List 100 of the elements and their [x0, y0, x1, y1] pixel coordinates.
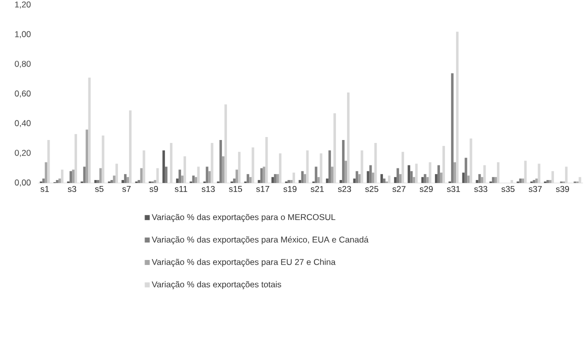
bar [94, 180, 97, 183]
bar [246, 174, 250, 183]
bar [442, 146, 445, 183]
bar [99, 168, 102, 183]
bar [347, 92, 350, 183]
x-tick-label: s33 [474, 186, 488, 192]
legend-label: Variação % das exportações para EU 27 e China [152, 258, 336, 267]
bar [388, 176, 390, 183]
bar [194, 177, 198, 183]
bar [470, 138, 472, 183]
bar [437, 165, 440, 183]
bar [110, 180, 113, 183]
bar [42, 178, 45, 183]
bar [112, 176, 116, 183]
bar [353, 178, 356, 183]
legend-label: Variação % das exportações para o MERCOSUL [152, 214, 336, 222]
legend-label: Variação % das exportações para México, EUA e Canadá [152, 236, 369, 244]
bar [178, 170, 182, 183]
bar [494, 177, 497, 183]
bar [314, 166, 318, 183]
x-tick-label: s25 [365, 186, 378, 192]
bar [317, 177, 320, 183]
bar [374, 142, 377, 183]
bar [252, 147, 254, 183]
x-tick-label: s21 [310, 186, 324, 192]
bar [238, 152, 241, 183]
x-tick-label: s27 [392, 186, 406, 192]
bar [402, 152, 404, 183]
x-tick-label: s7 [122, 186, 131, 192]
bar [565, 166, 568, 183]
bar [44, 162, 48, 183]
bar [410, 171, 413, 183]
bar [60, 170, 64, 183]
bar [366, 171, 370, 183]
bar [456, 32, 459, 183]
bar [492, 177, 494, 183]
bar [154, 180, 156, 183]
x-tick-label: s19 [283, 186, 296, 192]
bar [276, 174, 279, 183]
x-tick-label: s15 [228, 186, 242, 192]
bar [249, 177, 252, 183]
y-tick-label: 0,00 [14, 180, 31, 186]
legend-label: Variação % das exportações totais [152, 281, 282, 290]
bar [519, 178, 522, 183]
x-tick-label: s31 [446, 186, 460, 192]
bar [176, 178, 179, 183]
bar [428, 162, 432, 183]
bar [320, 153, 322, 183]
bar [369, 165, 372, 183]
bar [170, 142, 172, 183]
bar [70, 171, 72, 183]
bar [58, 178, 61, 183]
y-tick-label: 0,60 [14, 90, 31, 98]
bar [358, 174, 361, 183]
y-tick-label: 1,00 [15, 31, 31, 38]
bar [122, 180, 124, 183]
bar [298, 180, 302, 183]
bar [184, 156, 186, 183]
bar [522, 178, 524, 183]
bar [274, 174, 276, 183]
bar [304, 174, 306, 183]
bar [292, 172, 296, 183]
y-tick-label: 0,20 [14, 150, 31, 157]
bar [288, 180, 290, 183]
bar [538, 164, 540, 183]
bar [88, 78, 91, 183]
bar [162, 150, 165, 183]
bar [278, 153, 282, 183]
bar [206, 166, 208, 183]
bar [290, 180, 293, 183]
x-tick-label: s17 [256, 186, 270, 192]
bar [546, 180, 549, 183]
x-tick-label: s9 [150, 186, 158, 192]
bar [164, 166, 168, 183]
bar [551, 171, 554, 183]
bar [396, 168, 400, 183]
bar [394, 177, 397, 183]
bar [86, 130, 88, 183]
bar [451, 73, 454, 183]
bar [344, 160, 348, 183]
bar [129, 110, 132, 183]
bar [306, 150, 309, 183]
bar [219, 140, 222, 183]
bar [96, 180, 100, 183]
bar [328, 150, 331, 183]
bar [380, 174, 383, 183]
x-tick-label: s3 [68, 186, 76, 192]
bar [342, 140, 345, 183]
bar [236, 170, 238, 183]
bar [426, 177, 429, 183]
y-tick-label: 0,40 [14, 120, 31, 128]
bar [140, 168, 143, 183]
x-tick-label: s39 [556, 186, 569, 192]
bar [124, 174, 127, 183]
bar [548, 180, 552, 183]
bar [156, 168, 159, 183]
bar [222, 156, 224, 183]
bar [301, 171, 304, 183]
bar [47, 140, 50, 183]
bar [421, 177, 424, 183]
